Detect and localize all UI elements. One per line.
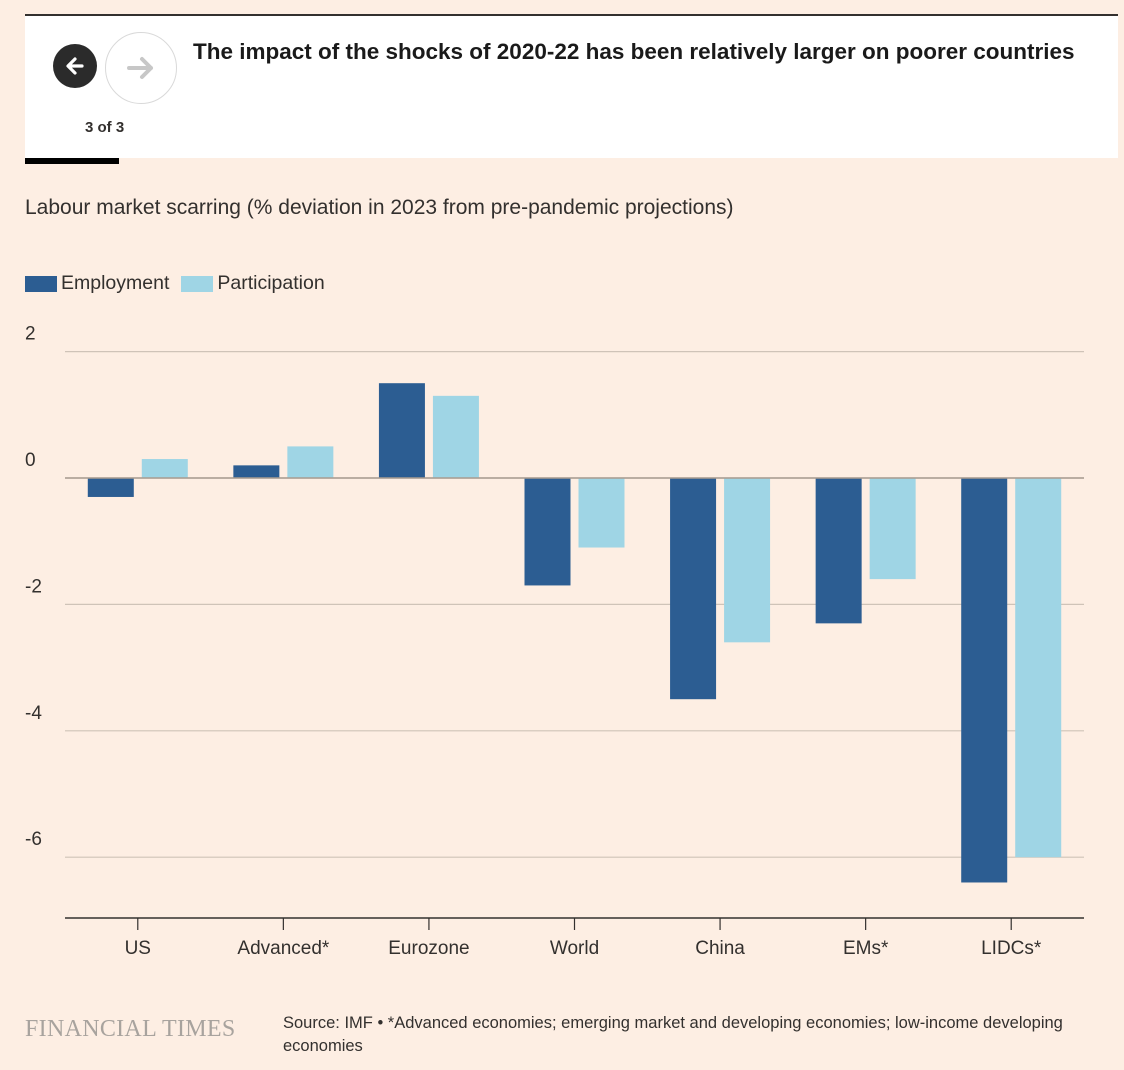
arrow-left-icon bbox=[66, 57, 84, 75]
legend-swatch-participation bbox=[181, 275, 214, 292]
bar-employment-us bbox=[87, 478, 134, 497]
legend-label-participation: Participation bbox=[217, 272, 325, 294]
bar-participation-ems bbox=[869, 478, 916, 580]
chart-title: Labour market scarring (% deviation in 2… bbox=[25, 196, 734, 219]
slide-counter: 3 of 3 bbox=[85, 119, 125, 136]
active-tab-indicator bbox=[25, 158, 119, 164]
bar-participation-lidcs bbox=[1015, 478, 1062, 858]
headline: The impact of the shocks of 2020-22 has … bbox=[193, 39, 1075, 64]
x-tick-label: Eurozone bbox=[388, 938, 469, 959]
bar-participation-eurozone bbox=[432, 395, 479, 478]
legend-item-employment: Employment bbox=[25, 272, 169, 295]
x-tick-label: LIDCs* bbox=[981, 938, 1042, 959]
legend-label-employment: Employment bbox=[61, 272, 170, 294]
bar-employment-china bbox=[670, 478, 717, 700]
y-tick-label: 0 bbox=[25, 450, 36, 471]
bar-employment-ems bbox=[815, 478, 862, 624]
bar-participation-world bbox=[578, 478, 625, 548]
x-tick-label: EMs* bbox=[843, 938, 889, 959]
legend-item-participation: Participation bbox=[181, 272, 325, 295]
top-rule bbox=[25, 14, 1118, 16]
x-tick-label: China bbox=[695, 938, 745, 959]
y-tick-label: -6 bbox=[25, 829, 42, 850]
source-note: Source: IMF • *Advanced economies; emerg… bbox=[283, 1014, 1063, 1055]
y-tick-label: 2 bbox=[25, 324, 36, 345]
x-tick-label: US bbox=[125, 938, 151, 959]
bar-participation-china bbox=[724, 478, 771, 643]
next-button[interactable] bbox=[105, 32, 177, 104]
x-tick-label: World bbox=[550, 938, 599, 959]
y-tick-label: -2 bbox=[25, 576, 42, 597]
bar-employment-eurozone bbox=[378, 383, 425, 478]
x-tick-label: Advanced* bbox=[237, 938, 330, 959]
bar-employment-advanced bbox=[233, 465, 280, 478]
bar-employment-world bbox=[524, 478, 571, 586]
arrow-right-icon bbox=[127, 57, 153, 79]
previous-button[interactable] bbox=[53, 44, 97, 88]
ft-logo: FINANCIAL TIMES bbox=[25, 1016, 236, 1042]
bar-employment-lidcs bbox=[961, 478, 1008, 883]
chart-legend: Employment Participation bbox=[25, 272, 337, 295]
bar-participation-advanced bbox=[287, 446, 334, 478]
bar-participation-us bbox=[141, 459, 188, 478]
bar-chart: 2 0 -2 -4 -6 US Advanced* Eurozone World China EMs… bbox=[25, 324, 1084, 959]
legend-swatch-employment bbox=[25, 275, 57, 292]
header-card: 3 of 3 The impact of the shocks of 2020-… bbox=[25, 16, 1118, 158]
y-tick-label: -4 bbox=[25, 703, 42, 724]
